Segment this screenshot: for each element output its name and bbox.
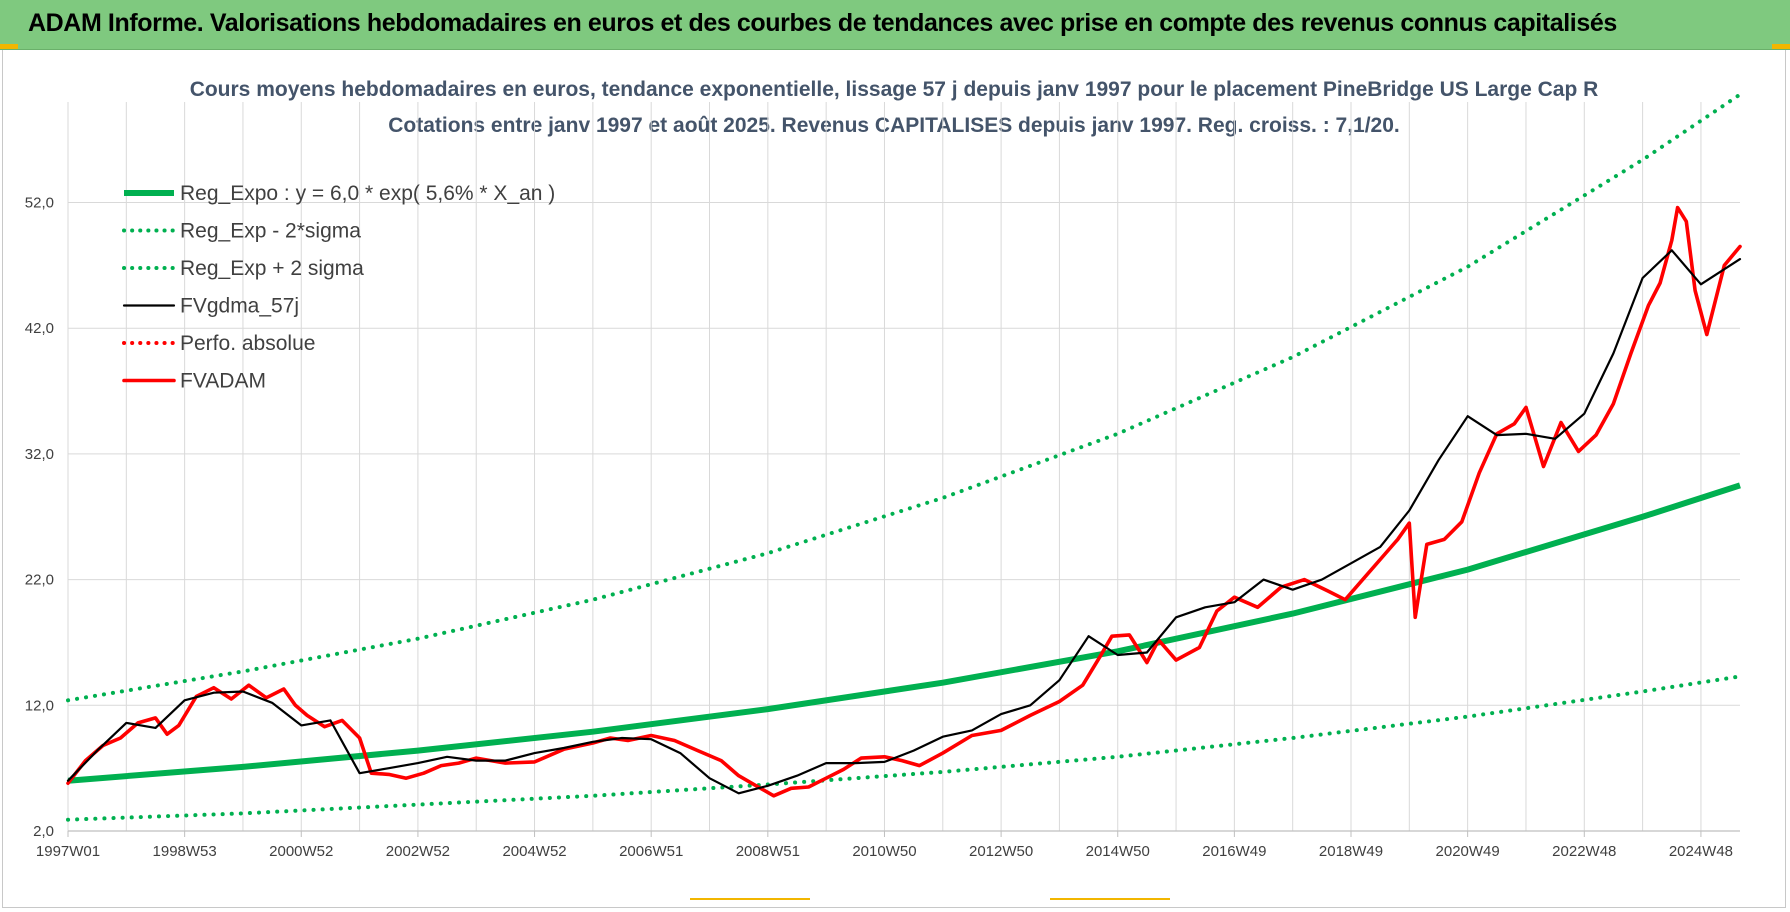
y-tick-label: 52,0 [25,195,54,212]
legend-label: Perfo. absolue [180,332,315,355]
legend: Reg_Expo : y = 6,0 * exp( 5,6% * X_an ) R… [122,182,555,393]
y-tick-label: 2,0 [33,823,54,840]
series-line [66,249,1742,795]
report-title: ADAM Informe. Valorisations hebdomadaire… [28,9,1617,37]
y-tick-label: 42,0 [25,320,54,337]
x-tick-label: 2014W50 [1086,843,1150,860]
x-tick-label: 2002W52 [386,843,450,860]
corner-mark-bottom-right [1050,898,1170,900]
legend-label: Reg_Expo : y = 6,0 * exp( 5,6% * X_an ) [180,182,555,205]
x-tick-label: 2010W50 [852,843,916,860]
series-line [66,92,1742,703]
x-tick-label: 2024W48 [1669,843,1733,860]
legend-label: Reg_Exp - 2*sigma [180,220,361,243]
legend-label: FVADAM [180,370,266,393]
series-line [66,205,1742,798]
corner-mark-top-left [0,44,18,49]
x-tick-label: 2018W49 [1319,843,1383,860]
chart-title: Cours moyens hebdomadaires en euros, ten… [190,78,1599,101]
x-tick-label: 2000W52 [269,843,333,860]
x-tick-label: 2006W51 [619,843,683,860]
chart-frame [2,50,1786,908]
report-banner: ADAM Informe. Valorisations hebdomadaire… [0,0,1790,50]
legend-label: FVgdma_57j [180,295,299,318]
y-tick-label: 12,0 [25,697,54,714]
corner-mark-top-right [1772,44,1790,49]
corner-mark-bottom-left [690,898,810,900]
x-tick-label: 2022W48 [1552,843,1616,860]
x-tick-label: 2012W50 [969,843,1033,860]
series-line [67,482,1741,784]
y-tick-label: 32,0 [25,446,54,463]
x-tick-label: 2008W51 [736,843,800,860]
x-tick-label: 1998W53 [153,843,217,860]
chart-subtitle: Cotations entre janv 1997 et août 2025. … [388,114,1400,137]
series-layer [66,92,1742,822]
x-tick-label: 2020W49 [1436,843,1500,860]
x-tick-label: 2004W52 [502,843,566,860]
x-tick-label: 1997W01 [36,843,100,860]
x-tick-label: 2016W49 [1202,843,1266,860]
series-line [66,674,1742,822]
legend-label: Reg_Exp + 2 sigma [180,257,364,280]
y-tick-label: 22,0 [25,572,54,589]
axes: 2,0 12,0 22,0 32,0 42,0 52,0 1997W01 1998W53 200… [25,195,1740,860]
